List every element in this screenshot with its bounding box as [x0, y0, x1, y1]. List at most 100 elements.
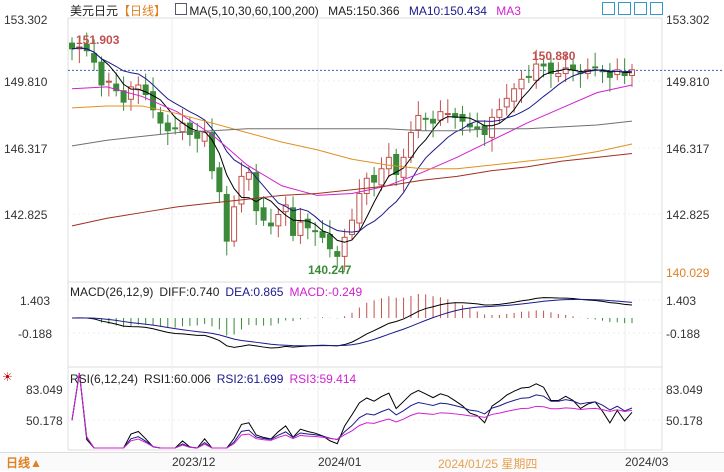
candle-body [570, 64, 577, 71]
candle-body [231, 206, 238, 242]
candle-body [172, 127, 179, 130]
candle-body [223, 193, 230, 242]
price-tick-right: 149.810 [666, 75, 710, 89]
ma5-line [71, 47, 633, 243]
chart-header: 美元日元【日线】 MA(5,10,30,60,100,200) MA5:150.… [70, 2, 527, 19]
candle-body [91, 53, 98, 63]
candle-body [83, 43, 90, 52]
candle-body [304, 218, 311, 229]
price-tick-left: 146.317 [4, 142, 48, 156]
x-tick: 2024/01 [318, 455, 362, 469]
candle-body [489, 116, 495, 138]
candle-body [518, 78, 525, 90]
macd-header: MACD(26,12,9) DIFF:0.740 DEA:0.865 MACD:-0.… [70, 285, 368, 299]
candle-body [319, 231, 326, 238]
rsi2-value: RSI2:61.699 [216, 372, 284, 386]
price-tick-right: 146.317 [666, 142, 710, 156]
rsi-tick-right: 50.178 [666, 414, 703, 428]
candle-body [216, 167, 223, 193]
candle-body [98, 61, 105, 86]
candle-body [69, 42, 75, 50]
candle-body [194, 131, 201, 139]
candle-body [209, 132, 215, 172]
candle-body [496, 109, 503, 118]
candle-body [378, 168, 385, 186]
period-label: 【日线】 [118, 4, 167, 18]
candle-body [297, 221, 304, 236]
macd-tick-right: 1.403 [666, 294, 697, 308]
candle-body [334, 251, 341, 257]
candle-body [415, 114, 422, 131]
crosshair-icon[interactable] [602, 2, 615, 15]
candle-body [533, 63, 540, 81]
price-tick-left: 149.810 [4, 75, 48, 89]
candle-body [407, 132, 414, 158]
candle-body [120, 90, 127, 103]
last-price-label: 140.029 [666, 266, 710, 280]
macd-label[interactable]: MACD(26,12,9) [70, 285, 154, 299]
candle-body [238, 175, 245, 205]
ma60-line [71, 105, 633, 170]
candle-body [511, 88, 518, 102]
indicator-icon[interactable] [634, 2, 647, 15]
ma30-value: MA3 [496, 4, 521, 18]
candle-body [312, 230, 319, 233]
ma-settings-icon[interactable] [175, 3, 188, 15]
rsi-label[interactable]: RSI(6,12,24) [70, 372, 139, 386]
rsi1-value: RSI1:60.006 [144, 372, 211, 386]
ma200-line [71, 153, 633, 227]
ma-label[interactable]: MA(5,10,30,60,100,200) [189, 4, 319, 18]
price-tick-right: 153.302 [666, 13, 710, 27]
candle-body [164, 122, 171, 132]
ma10-value: MA10:150.434 [408, 4, 487, 18]
candle-body [562, 67, 569, 75]
candle-body [481, 125, 488, 136]
candle-body [621, 72, 628, 76]
rsi-header: RSI(6,12,24) RSI1:60.006 RSI2:61.699 RSI3:5… [70, 372, 362, 386]
price-tick-right: 142.825 [666, 208, 710, 222]
candle-body [363, 177, 370, 195]
candle-body [430, 118, 437, 124]
x-tick: 2023/12 [172, 455, 216, 469]
candle-body [444, 113, 451, 116]
candle-body [113, 83, 120, 92]
settings-sun-icon[interactable]: ☀ [2, 370, 13, 384]
ma5-value: MA5:150.366 [328, 4, 400, 18]
candle-body [142, 84, 149, 96]
candle-body [540, 63, 547, 67]
candle-body [555, 73, 562, 77]
candle-body [356, 193, 363, 224]
exit-icon[interactable] [650, 2, 663, 15]
ma10-line [71, 47, 633, 233]
high-annotation: 151.903 [76, 33, 120, 47]
macd-dea: DEA:0.865 [225, 285, 284, 299]
candle-body [437, 111, 444, 121]
ma30-line [71, 84, 633, 196]
x-tick: 2024/03 [625, 455, 669, 469]
rsi-tick-left: 83.049 [26, 383, 63, 397]
crosshair-date: 2024/01/25 星期四 [438, 457, 538, 471]
candle-body [245, 172, 252, 180]
period-toggle[interactable]: 日线▲ [6, 456, 42, 470]
candle-body [474, 126, 481, 130]
symbol-name: 美元日元 [70, 4, 119, 18]
candle-body [614, 69, 621, 76]
candle-body [157, 112, 164, 124]
candle-body [253, 172, 260, 212]
zoom-icon[interactable] [618, 2, 631, 15]
candle-body [267, 222, 274, 227]
candle-body [135, 84, 142, 91]
candle-body [503, 97, 510, 108]
ma100-line [71, 120, 633, 147]
rsi3-value: RSI3:59.414 [289, 372, 357, 386]
low-annotation: 140.247 [308, 263, 352, 277]
toolbar [602, 2, 663, 15]
price-tick-left: 142.825 [4, 208, 48, 222]
rsi-tick-right: 83.049 [666, 383, 703, 397]
time-axis [0, 452, 724, 471]
candle-body [385, 156, 392, 170]
candle-body [592, 66, 599, 69]
macd-tick-left: 1.403 [20, 294, 51, 308]
candle-body [290, 207, 297, 236]
